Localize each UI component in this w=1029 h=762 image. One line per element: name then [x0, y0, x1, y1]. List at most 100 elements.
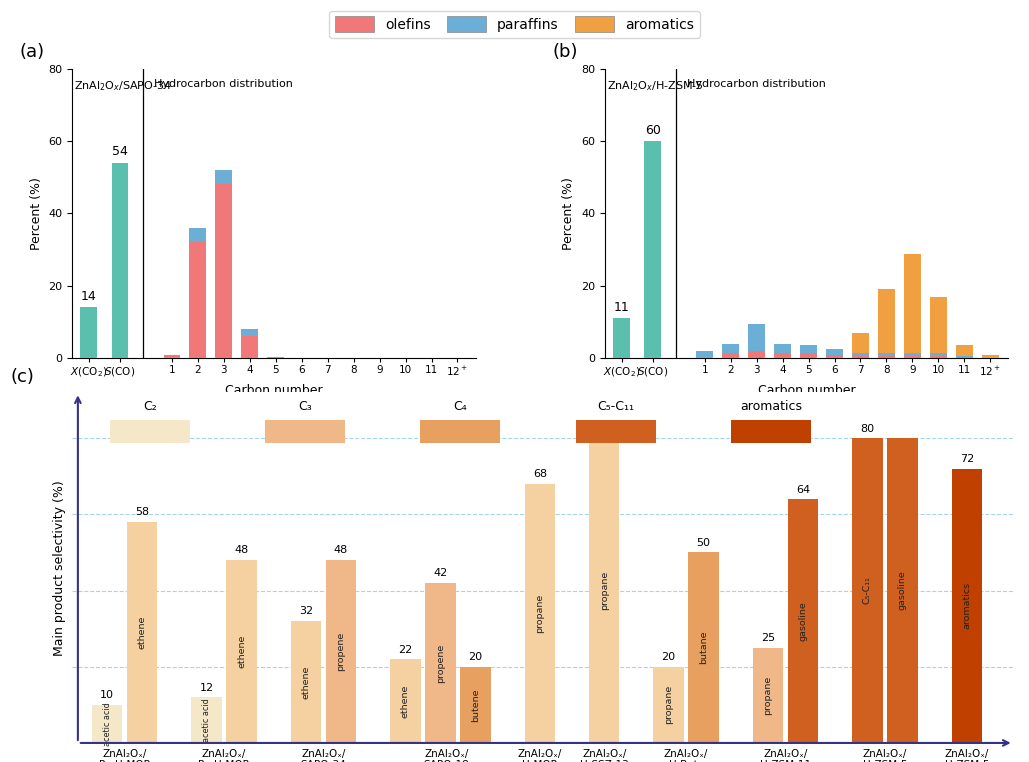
Text: acetic acid: acetic acid	[103, 702, 111, 746]
Bar	[774, 344, 791, 353]
Text: 22: 22	[398, 645, 413, 655]
Text: ZnAl$_2$O$_x$/SAPO-34: ZnAl$_2$O$_x$/SAPO-34	[74, 79, 172, 93]
Text: 48: 48	[235, 546, 249, 555]
Bar	[852, 353, 868, 357]
FancyBboxPatch shape	[421, 421, 500, 443]
Text: 60: 60	[645, 123, 661, 136]
Bar	[826, 354, 843, 358]
Bar	[268, 357, 284, 358]
Text: ethene: ethene	[301, 665, 311, 699]
Text: propene: propene	[336, 632, 346, 671]
Text: Hydrocarbon distribution: Hydrocarbon distribution	[153, 79, 292, 89]
Bar	[191, 697, 221, 743]
Text: propane: propane	[664, 685, 673, 725]
Text: propane: propane	[764, 676, 773, 715]
Bar	[215, 170, 233, 184]
Bar	[878, 357, 895, 358]
Bar	[852, 438, 883, 743]
Text: 58: 58	[135, 507, 149, 517]
Text: 14: 14	[81, 290, 97, 303]
Text: aromatics: aromatics	[962, 582, 971, 629]
Text: 25: 25	[760, 633, 775, 643]
Bar	[127, 522, 157, 743]
Text: C₃: C₃	[298, 401, 312, 414]
FancyBboxPatch shape	[110, 421, 189, 443]
Bar	[326, 560, 356, 743]
Text: 20: 20	[662, 652, 676, 662]
Text: gasoline: gasoline	[799, 601, 808, 641]
Text: ethene: ethene	[138, 616, 147, 649]
Bar	[189, 242, 207, 358]
Bar	[930, 354, 947, 357]
Bar	[525, 484, 555, 743]
Text: aromatics: aromatics	[740, 401, 803, 414]
Bar	[722, 344, 739, 353]
Text: (b): (b)	[553, 43, 578, 61]
Bar	[189, 228, 207, 242]
Bar	[956, 345, 972, 357]
Bar	[688, 552, 719, 743]
FancyBboxPatch shape	[576, 421, 655, 443]
Text: acetic acid: acetic acid	[202, 698, 211, 742]
Bar	[80, 307, 98, 358]
Text: 80: 80	[860, 424, 875, 434]
Bar	[226, 560, 257, 743]
Bar	[774, 353, 791, 358]
Text: 80: 80	[597, 424, 611, 434]
Bar	[878, 353, 895, 357]
Bar	[852, 357, 868, 358]
Text: C₅-C₁₁: C₅-C₁₁	[597, 401, 634, 414]
Bar	[242, 337, 258, 358]
Text: C₂: C₂	[143, 401, 156, 414]
Bar	[613, 319, 630, 358]
Bar	[92, 705, 122, 743]
Text: 12: 12	[200, 683, 214, 693]
Text: 42: 42	[433, 568, 448, 578]
Bar	[644, 141, 662, 358]
Text: ZnAl$_2$O$_x$/H-ZSM-5: ZnAl$_2$O$_x$/H-ZSM-5	[607, 79, 703, 93]
Text: 50: 50	[697, 538, 711, 548]
Bar	[748, 351, 766, 358]
Bar	[852, 333, 868, 353]
Text: 32: 32	[298, 607, 313, 616]
Bar	[697, 351, 713, 358]
Text: butane: butane	[699, 631, 708, 664]
Bar	[722, 353, 739, 358]
Bar	[425, 583, 456, 743]
Text: 20: 20	[468, 652, 483, 662]
Text: (a): (a)	[20, 43, 44, 61]
Bar	[753, 648, 783, 743]
Text: (c): (c)	[11, 368, 35, 386]
Bar	[826, 349, 843, 354]
Y-axis label: Main product selectivity (%): Main product selectivity (%)	[54, 480, 67, 655]
Text: gasoline: gasoline	[898, 571, 907, 610]
Text: ethene: ethene	[237, 635, 246, 668]
FancyBboxPatch shape	[265, 421, 345, 443]
Text: propane: propane	[600, 571, 609, 610]
Text: 48: 48	[334, 546, 348, 555]
Text: 72: 72	[960, 454, 973, 464]
Text: propane: propane	[535, 594, 544, 633]
Bar	[903, 354, 921, 357]
Bar	[952, 469, 982, 743]
Text: propene: propene	[436, 643, 445, 683]
X-axis label: Carbon number: Carbon number	[225, 384, 323, 397]
Bar	[390, 659, 421, 743]
Y-axis label: Percent (%): Percent (%)	[30, 177, 42, 250]
Text: 10: 10	[100, 690, 114, 700]
Text: 11: 11	[614, 301, 630, 314]
Bar	[903, 254, 921, 354]
Text: C₅-C₁₁: C₅-C₁₁	[863, 577, 872, 604]
Text: C₄: C₄	[454, 401, 467, 414]
Bar	[887, 438, 918, 743]
Text: ethene: ethene	[401, 684, 410, 718]
Bar	[111, 162, 129, 358]
Text: butene: butene	[471, 688, 481, 722]
Text: 68: 68	[533, 469, 547, 479]
Bar	[930, 357, 947, 358]
Bar	[903, 357, 921, 358]
Bar	[788, 499, 818, 743]
Text: Hydrocarbon distribution: Hydrocarbon distribution	[686, 79, 825, 89]
Bar	[930, 297, 947, 354]
Bar	[460, 667, 491, 743]
